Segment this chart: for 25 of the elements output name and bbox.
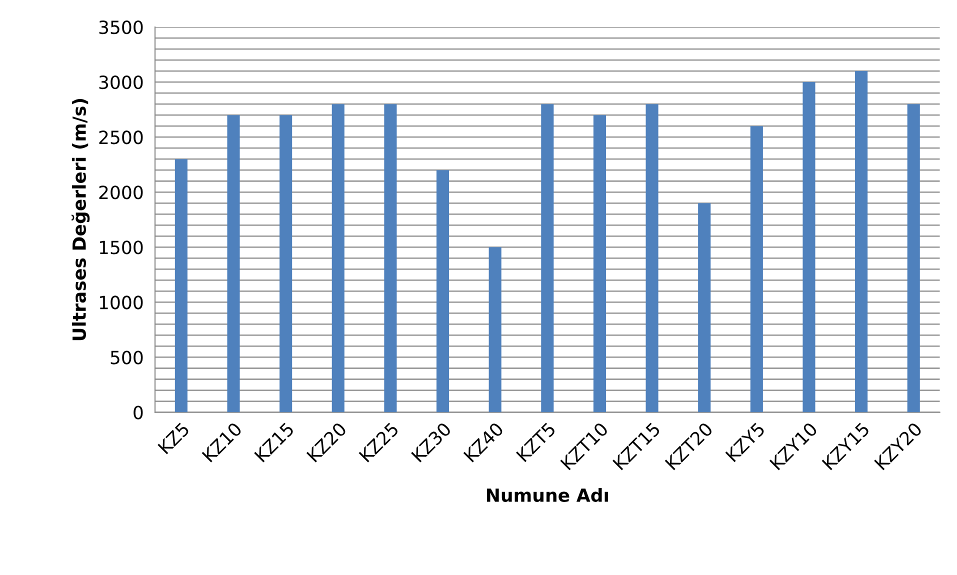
- bar: [174, 159, 188, 412]
- bar: [280, 115, 292, 412]
- bar: [698, 203, 711, 412]
- bar: [907, 104, 920, 412]
- y-tick-label: 2000: [99, 186, 143, 200]
- bar: [541, 104, 554, 412]
- y-tick-label: 1000: [100, 296, 143, 310]
- y-axis-title: Ultrases Değerleri (m/s): [72, 99, 90, 340]
- bar: [593, 115, 606, 412]
- y-tick-label: 3000: [99, 76, 143, 90]
- bar: [855, 71, 868, 412]
- bar: [227, 115, 240, 412]
- y-tick-label: 3500: [99, 20, 143, 34]
- bar: [384, 104, 397, 412]
- bar: [802, 82, 816, 412]
- bar: [332, 104, 344, 412]
- bar: [646, 104, 658, 412]
- bar: [436, 170, 450, 412]
- x-axis-title: Numune Adı: [487, 488, 608, 502]
- y-tick-label: 500: [110, 350, 143, 364]
- y-tick-label: 0: [134, 406, 143, 420]
- bar: [488, 247, 502, 412]
- y-tick-label: 2500: [99, 130, 143, 144]
- y-tick-label: 1500: [100, 240, 143, 254]
- bar: [750, 126, 763, 412]
